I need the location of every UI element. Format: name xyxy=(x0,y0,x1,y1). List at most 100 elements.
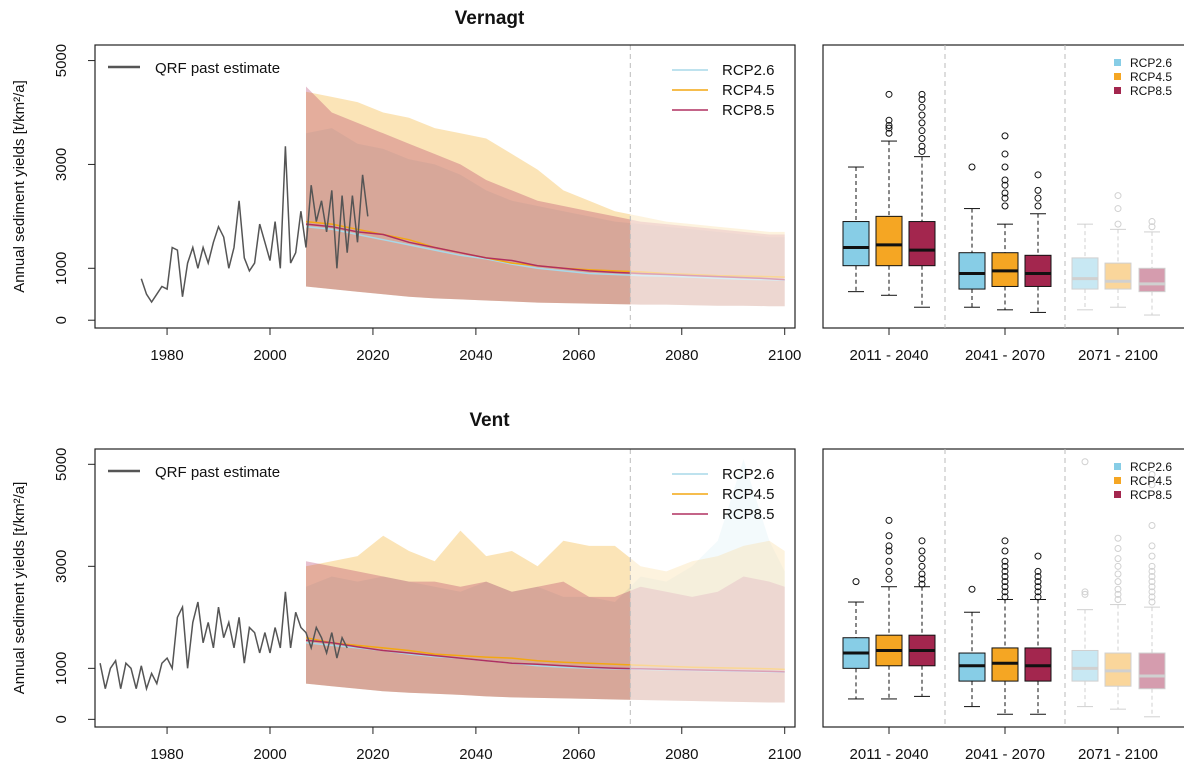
box-2041 - 2070-RCP8.5 xyxy=(1024,171,1052,313)
future-fade xyxy=(630,449,795,727)
y-tick-label: 0 xyxy=(53,715,70,723)
outlier xyxy=(1001,181,1009,189)
box-legend-swatch xyxy=(1114,477,1121,484)
group-label: 2011 - 2040 xyxy=(850,347,929,364)
y-axis-label: Annual sediment yields [t/km²/a] xyxy=(11,482,28,695)
outlier xyxy=(1034,194,1042,202)
x-tick-label: 2020 xyxy=(356,347,389,364)
box-2041 - 2070-RCP8.5 xyxy=(1024,552,1052,715)
outlier xyxy=(1081,458,1089,466)
box-2071 - 2100-RCP2.6 xyxy=(1071,458,1099,708)
outlier xyxy=(1148,542,1156,550)
outlier xyxy=(1114,590,1122,598)
outlier xyxy=(885,547,893,555)
outlier xyxy=(1148,223,1156,231)
outlier xyxy=(1148,218,1156,226)
outlier xyxy=(1148,552,1156,560)
box-body xyxy=(842,221,870,267)
plot-frame xyxy=(94,448,796,728)
outlier xyxy=(918,127,926,135)
outlier xyxy=(1148,588,1156,596)
legend-label-RCP4.5: RCP4.5 xyxy=(722,82,775,99)
box-body xyxy=(1024,254,1052,287)
outlier xyxy=(1114,578,1122,586)
outlier xyxy=(918,580,926,588)
outlier xyxy=(885,575,893,583)
outlier xyxy=(885,557,893,565)
outlier xyxy=(1001,189,1009,197)
outlier xyxy=(1114,205,1122,213)
outlier xyxy=(918,562,926,570)
outlier xyxy=(918,111,926,119)
box-legend-label: RCP4.5 xyxy=(1130,474,1172,488)
box-body xyxy=(1071,257,1099,290)
outlier xyxy=(885,116,893,124)
box-2041 - 2070-RCP2.6 xyxy=(958,585,986,708)
x-tick-label: 2040 xyxy=(459,347,492,364)
box-body xyxy=(958,252,986,290)
box-legend-label: RCP8.5 xyxy=(1130,488,1172,502)
box-2011 - 2040-RCP8.5 xyxy=(908,537,936,697)
x-tick-label: 2100 xyxy=(768,746,801,763)
outlier xyxy=(918,142,926,150)
outlier xyxy=(1148,583,1156,591)
box-2011 - 2040-RCP4.5 xyxy=(875,90,903,296)
box-2011 - 2040-RCP2.6 xyxy=(842,578,870,700)
outlier xyxy=(885,567,893,575)
y-tick-label: 3000 xyxy=(53,148,70,181)
outlier xyxy=(918,96,926,104)
outlier xyxy=(1001,583,1009,591)
box-body xyxy=(875,215,903,267)
outlier xyxy=(968,163,976,171)
x-tick-label: 2080 xyxy=(665,347,698,364)
box-2041 - 2070-RCP4.5 xyxy=(991,132,1019,311)
outlier xyxy=(885,124,893,132)
chart-title: Vent xyxy=(469,410,510,431)
y-tick-label: 5000 xyxy=(53,448,70,481)
outlier xyxy=(1081,590,1089,598)
outlier xyxy=(852,578,860,586)
outlier xyxy=(885,121,893,129)
box-2071 - 2100-RCP4.5 xyxy=(1104,534,1132,710)
legend-label-RCP8.5: RCP8.5 xyxy=(722,506,775,523)
box-legend-label: RCP2.6 xyxy=(1130,56,1172,70)
outlier xyxy=(1114,220,1122,228)
box-body xyxy=(1071,649,1099,682)
x-tick-label: 1980 xyxy=(150,746,183,763)
outlier xyxy=(885,90,893,98)
x-tick-label: 2100 xyxy=(768,347,801,364)
outlier xyxy=(1148,578,1156,586)
outlier xyxy=(1034,578,1042,586)
x-tick-label: 2080 xyxy=(665,746,698,763)
outlier xyxy=(1114,570,1122,578)
x-tick-label: 1980 xyxy=(150,347,183,364)
box-2041 - 2070-RCP2.6 xyxy=(958,163,986,308)
outlier xyxy=(1034,171,1042,179)
group-label: 2071 - 2100 xyxy=(1078,746,1158,763)
past-estimate-line xyxy=(140,146,369,304)
box-legend-label: RCP4.5 xyxy=(1130,70,1172,84)
y-tick-label: 0 xyxy=(53,316,70,324)
outlier xyxy=(1001,194,1009,202)
outlier xyxy=(1034,583,1042,591)
box-legend-swatch xyxy=(1114,73,1121,80)
group-label: 2071 - 2100 xyxy=(1078,347,1158,364)
legend-label-RCP8.5: RCP8.5 xyxy=(722,102,775,119)
outlier xyxy=(1001,150,1009,158)
box-legend-swatch xyxy=(1114,463,1121,470)
outlier xyxy=(918,134,926,142)
outlier xyxy=(1148,562,1156,570)
outlier xyxy=(1148,573,1156,581)
outlier xyxy=(1001,176,1009,184)
outlier xyxy=(1034,567,1042,575)
outlier xyxy=(1001,562,1009,570)
box-2071 - 2100-RCP2.6 xyxy=(1071,223,1099,311)
future-fade xyxy=(630,45,795,328)
group-label: 2041 - 2070 xyxy=(965,347,1045,364)
outlier xyxy=(1001,132,1009,140)
x-tick-label: 2000 xyxy=(253,746,286,763)
box-2071 - 2100-RCP8.5 xyxy=(1138,471,1166,718)
box-2071 - 2100-RCP8.5 xyxy=(1138,218,1166,316)
outlier xyxy=(1034,552,1042,560)
